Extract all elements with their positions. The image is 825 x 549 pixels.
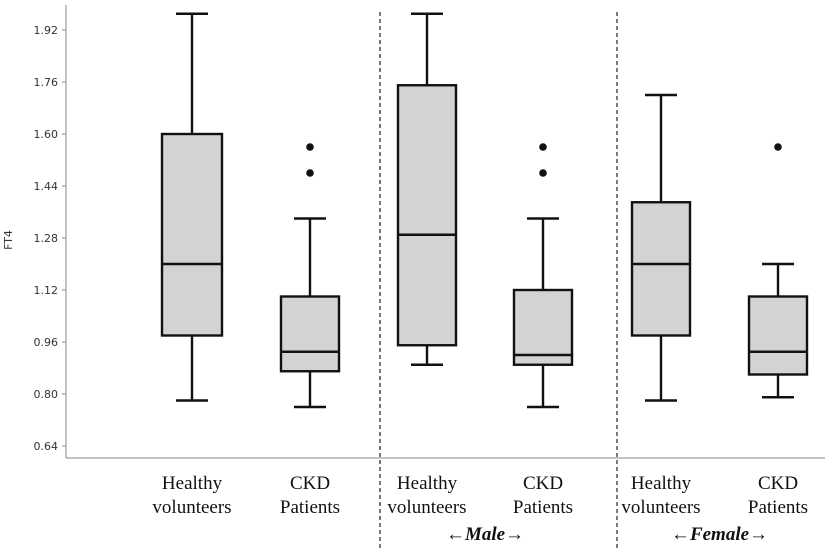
box-iqr <box>630 201 692 337</box>
group-label: ←Male→ <box>446 524 524 545</box>
category-label: volunteers <box>152 497 231 518</box>
category-label: Healthy <box>162 473 223 494</box>
category-label: Healthy <box>397 473 458 494</box>
outlier-point <box>539 169 547 177</box>
box-iqr <box>512 288 574 366</box>
category-label: CKD <box>290 473 330 494</box>
box-iqr <box>279 295 341 373</box>
box-iqr <box>160 132 224 337</box>
group-labels: ←Male→ ←Female→ <box>446 524 768 545</box>
y-tick-label: 1.92 <box>34 24 59 37</box>
category-label: Patients <box>513 497 573 518</box>
y-tick-label: 1.60 <box>34 128 59 141</box>
box-plot <box>160 12 224 402</box>
category-label: Patients <box>748 497 808 518</box>
outlier-point <box>306 143 314 151</box>
outlier-point <box>539 143 547 151</box>
box-plots <box>160 12 809 409</box>
category-label: CKD <box>523 473 563 494</box>
outlier-point <box>774 143 782 151</box>
box-plot <box>630 93 692 402</box>
category-label: volunteers <box>621 497 700 518</box>
box-iqr <box>747 295 809 376</box>
y-tick-label: 0.96 <box>34 336 59 349</box>
outlier-point <box>306 169 314 177</box>
y-tick-label: 1.28 <box>34 232 59 245</box>
box-plot <box>747 143 809 399</box>
category-label: Patients <box>280 497 340 518</box>
box-plot <box>396 12 458 366</box>
box-iqr <box>396 84 458 347</box>
category-label: Healthy <box>631 473 692 494</box>
y-tick-label: 1.76 <box>34 76 59 89</box>
box-plot <box>279 143 341 409</box>
category-labels: Healthy volunteers CKD Patients Healthy volun… <box>152 473 808 518</box>
group-dividers <box>379 12 618 549</box>
y-axis-label: FT4 <box>2 230 15 250</box>
category-label: volunteers <box>387 497 466 518</box>
group-label: ←Female→ <box>671 524 768 545</box>
y-tick-label: 0.80 <box>34 388 59 401</box>
y-axis: 0.64 0.80 0.96 1.12 1.28 1.44 1.60 1.76 1.92 <box>34 5 825 459</box>
y-tick-label: 1.44 <box>34 180 59 193</box>
y-tick-label: 0.64 <box>34 440 59 453</box>
category-label: CKD <box>758 473 798 494</box>
y-tick-label: 1.12 <box>34 284 59 297</box>
box-plot <box>512 143 574 409</box>
